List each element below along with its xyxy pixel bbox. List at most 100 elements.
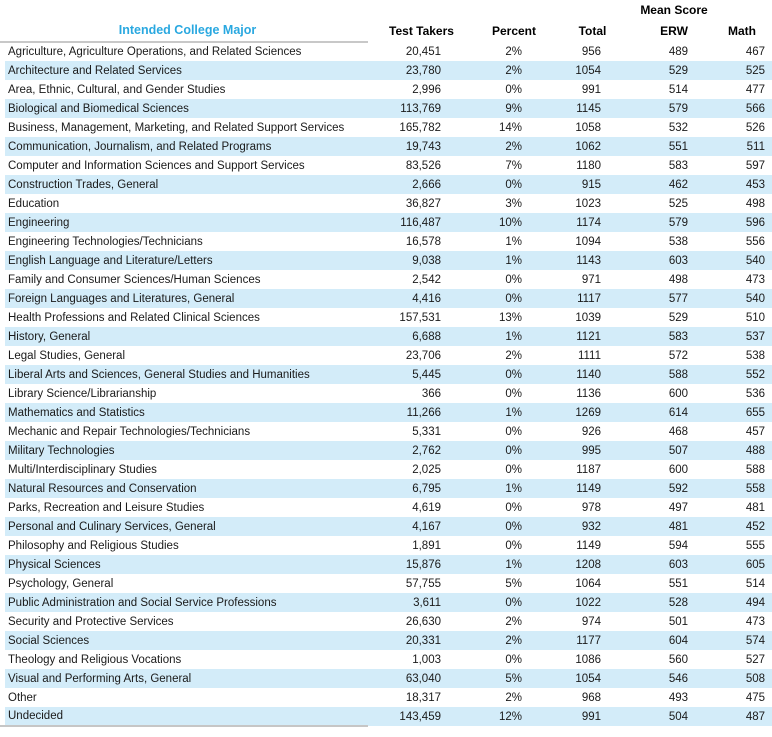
cell-test-takers: 57,755 [405,577,441,590]
cell-erw: 493 [668,691,688,704]
cell-math: 452 [716,517,772,536]
cell-percent: 1% [475,327,553,346]
cell-test-takers: 23,780 [368,61,475,80]
cell-math: 473 [745,615,765,628]
cell-percent: 0% [475,517,553,536]
cell-total: 1177 [553,631,632,650]
cell-percent: 7% [505,159,522,172]
table-row: Computer and Information Sciences and Su… [0,156,772,175]
spacer-cell [368,0,475,19]
cell-total: 1187 [576,463,601,476]
cell-erw: 507 [632,441,716,460]
cell-erw: 462 [632,175,716,194]
cell-major: Communication, Journalism, and Related P… [0,137,368,156]
cell-math: 481 [745,501,765,514]
table-row: Security and Protective Services 26,630 2%… [0,612,772,631]
cell-major: Mechanic and Repair Technologies/Technic… [8,425,251,438]
cell-percent: 0% [475,175,553,194]
cell-major: Biological and Biomedical Sciences [0,99,368,118]
table-row: Natural Resources and Conservation 6,795 1… [0,479,772,498]
cell-percent: 0% [475,441,553,460]
table-row: Physical Sciences 15,876 1% 1208 603 605 [0,555,772,574]
cell-math: 536 [745,387,765,400]
cell-percent: 0% [505,501,522,514]
cell-percent: 1% [475,403,553,422]
table-body: Agriculture, Agriculture Operations, and… [0,42,772,727]
cell-erw: 546 [632,669,716,688]
cell-math: 488 [716,441,772,460]
cell-percent: 14% [498,121,522,134]
cell-total: 1149 [553,479,632,498]
cell-test-takers: 20,331 [368,631,475,650]
cell-total: 1145 [553,99,632,118]
cell-test-takers: 63,040 [368,669,475,688]
cell-percent: 1% [475,555,553,574]
cell-test-takers: 366 [421,387,441,400]
cell-erw: 604 [632,631,716,650]
cell-major: Parks, Recreation and Leisure Studies [8,501,205,514]
cell-test-takers: 4,167 [368,517,475,536]
cell-major: Social Sciences [0,631,368,650]
cell-total: 1022 [553,593,632,612]
cell-total: 1039 [575,311,601,324]
cell-erw: 514 [668,83,688,96]
cell-percent: 9% [475,99,553,118]
table-row: Construction Trades, General 2,666 0% 915 46… [0,175,772,194]
cell-major: Area, Ethnic, Cultural, and Gender Studi… [8,83,226,96]
cell-percent: 2% [505,615,522,628]
spacer-cell [0,0,368,19]
cell-percent: 3% [505,197,522,210]
cell-math: 558 [716,479,772,498]
cell-test-takers: 6,795 [368,479,475,498]
cell-total: 1111 [577,349,601,362]
cell-total: 1136 [576,387,601,400]
table-row: Liberal Arts and Sciences, General Studi… [0,365,772,384]
cell-test-takers: 18,317 [405,691,441,704]
cell-percent: 0% [505,387,522,400]
cell-major: Family and Consumer Sciences/Human Scien… [8,273,261,286]
cell-percent: 5% [505,577,522,590]
table-row: Health Professions and Related Clinical … [0,308,772,327]
cell-percent: 0% [505,273,522,286]
cell-major: Psychology, General [8,577,114,590]
cell-test-takers: 2,542 [412,273,441,286]
cell-erw: 529 [668,311,688,324]
cell-math: 477 [745,83,765,96]
cell-test-takers: 36,827 [405,197,441,210]
cell-erw: 501 [668,615,688,628]
cell-major: Military Technologies [0,441,368,460]
cell-test-takers: 116,487 [368,213,475,232]
cell-major: Construction Trades, General [0,175,368,194]
cell-math: 588 [745,463,765,476]
table-row: Mechanic and Repair Technologies/Technic… [0,422,772,441]
cell-math: 467 [745,45,765,58]
cell-total: 991 [581,83,601,96]
cell-total: 926 [581,425,601,438]
table-row: Public Administration and Social Service… [0,593,772,612]
cell-erw: 600 [668,387,688,400]
cell-erw: 538 [668,235,688,248]
table-row: Social Sciences 20,331 2% 1177 604 574 [0,631,772,650]
cell-math: 537 [716,327,772,346]
cell-total: 1094 [575,235,601,248]
cell-erw: 481 [632,517,716,536]
cell-total: 1143 [553,251,632,270]
cell-percent: 0% [505,539,522,552]
cell-erw: 551 [632,137,716,156]
cell-total: 1117 [553,289,632,308]
cell-percent: 12% [475,707,553,726]
cell-total: 1174 [553,213,632,232]
cell-test-takers: 2,025 [412,463,441,476]
cell-math: 527 [745,653,765,666]
cell-major: Health Professions and Related Clinical … [8,311,260,324]
col-header-percent: Percent [491,23,537,38]
cell-math: 556 [745,235,765,248]
cell-erw: 588 [632,365,716,384]
cell-total: 1149 [576,539,601,552]
cell-percent: 0% [505,463,522,476]
cell-math: 494 [716,593,772,612]
group-header-mean-score: Mean Score [640,2,708,17]
cell-major: Philosophy and Religious Studies [8,539,179,552]
cell-test-takers: 1,891 [412,539,441,552]
